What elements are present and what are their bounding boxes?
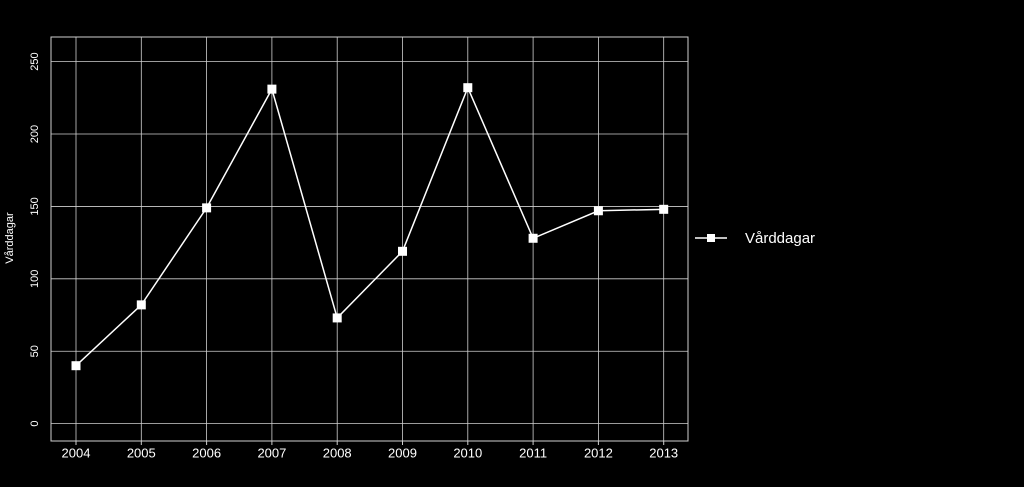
y-tick-label: 100 <box>29 270 41 288</box>
data-point <box>463 83 473 93</box>
data-point <box>593 206 603 216</box>
x-tick-label: 2012 <box>584 445 613 460</box>
data-point <box>202 203 212 213</box>
series-line <box>75 85 664 367</box>
data-point <box>659 204 669 214</box>
x-tick-label: 2010 <box>453 445 482 460</box>
plot-border <box>50 36 689 442</box>
data-point <box>136 300 146 310</box>
x-tick-label: 2013 <box>649 445 678 460</box>
y-tick-label: 0 <box>29 421 41 427</box>
data-point <box>398 246 407 256</box>
x-tick-label: 2005 <box>127 445 156 460</box>
x-tick-label: 2004 <box>62 445 91 460</box>
legend-label: Vårddagar <box>745 230 815 247</box>
x-tick-label: 2007 <box>257 445 286 460</box>
data-point <box>71 361 81 371</box>
x-tick-label: 2006 <box>192 445 221 460</box>
legend-marker <box>707 234 715 242</box>
data-point <box>528 233 538 243</box>
y-axis-label: Vårddagar <box>4 212 16 264</box>
y-tick-label: 250 <box>29 52 41 70</box>
x-tick-label: 2008 <box>323 445 352 460</box>
data-point <box>332 313 342 323</box>
y-tick-label: 150 <box>29 197 41 215</box>
x-tick-label: 2011 <box>519 445 547 460</box>
y-tick-label: 200 <box>29 125 41 143</box>
y-tick-label: 50 <box>29 345 41 357</box>
data-point <box>267 84 277 94</box>
x-tick-label: 2009 <box>388 445 417 460</box>
